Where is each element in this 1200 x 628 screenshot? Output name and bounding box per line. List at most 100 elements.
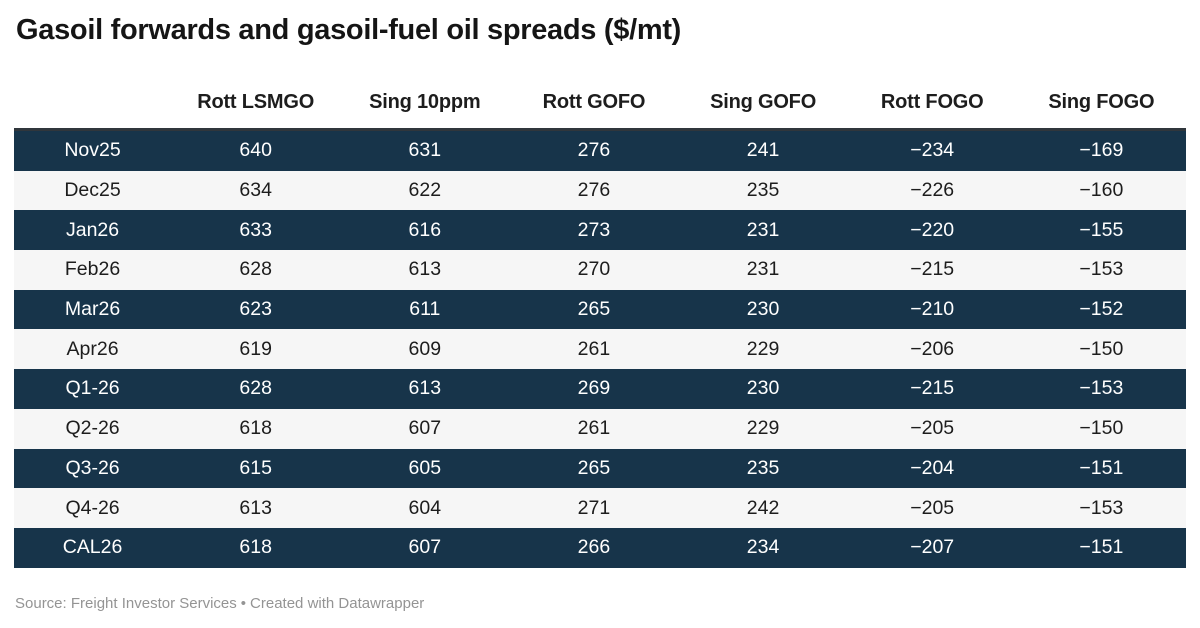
column-header-rott-lsmgo: Rott LSMGO [197,91,315,113]
cell-cal26-rott-lsmgo: 618 [171,527,341,568]
cell-mar26-rott-gofo: 265 [509,289,679,330]
cell-q1-26-rott-gofo: 269 [509,369,679,409]
table-header: Rott LSMGO Sing 10ppm Rott GOFO Sing GOFO Ro… [14,48,1186,130]
cell-q1-26-rott-lsmgo: 628 [171,369,341,409]
cell-feb26-rott-fogo: −215 [847,250,1017,290]
row-label: CAL26 [14,527,172,568]
cell-q3-26-sing-10ppm: 605 [340,448,510,489]
table-row-q4-26: Q4-26 613 604 271 242 −205 −153 [14,488,1186,528]
table-body: Nov25 640 631 276 241 −234 −169 Dec25 634 622 276 2… [14,129,1186,568]
cell-q3-26-sing-fogo: −151 [1016,448,1186,489]
cell-q4-26-sing-fogo: −153 [1016,488,1186,528]
cell-q3-26-rott-fogo: −204 [847,448,1017,489]
cell-apr26-rott-lsmgo: 619 [171,329,341,370]
row-label: Q1-26 [14,369,172,409]
column-header-rott-fogo: Rott FOGO [880,91,984,113]
table-row-cal26: CAL26 618 607 266 234 −207 −151 [14,527,1186,568]
table-row-mar26: Mar26 623 611 265 230 −210 −152 [14,289,1186,330]
cell-feb26-sing-10ppm: 613 [340,250,510,290]
datawrapper-credit[interactable]: Created with Datawrapper [250,594,425,612]
cell-q2-26-sing-gofo: 229 [678,408,848,449]
cell-nov25-sing-gofo: 241 [678,129,848,171]
cell-mar26-sing-fogo: −152 [1016,289,1186,330]
table-row-q3-26: Q3-26 615 605 265 235 −204 −151 [14,448,1186,489]
cell-apr26-sing-10ppm: 609 [340,329,510,370]
cell-q1-26-sing-10ppm: 613 [340,369,510,409]
cell-nov25-rott-fogo: −234 [847,129,1017,171]
cell-mar26-sing-gofo: 230 [678,289,848,330]
column-header-rott-gofo: Rott GOFO [542,91,646,113]
cell-q1-26-rott-fogo: −215 [847,369,1017,409]
cell-jan26-rott-lsmgo: 633 [171,210,341,251]
cell-dec25-sing-fogo: −160 [1016,170,1186,211]
forwards-table: Rott LSMGO Sing 10ppm Rott GOFO Sing GOFO Ro… [14,48,1186,568]
cell-mar26-sing-10ppm: 611 [340,289,510,330]
cell-q3-26-rott-lsmgo: 615 [171,448,341,489]
row-label: Q3-26 [14,448,172,489]
cell-dec25-rott-gofo: 276 [509,170,679,211]
row-label: Q4-26 [14,488,172,528]
source-text: Source: Freight Investor Services [15,594,237,612]
cell-mar26-rott-lsmgo: 623 [171,289,341,330]
cell-q3-26-sing-gofo: 235 [678,448,848,489]
row-label: Apr26 [14,329,172,370]
cell-jan26-sing-10ppm: 616 [340,210,510,251]
cell-dec25-sing-10ppm: 622 [340,170,510,211]
cell-dec25-rott-lsmgo: 634 [171,170,341,211]
table-row-q2-26: Q2-26 618 607 261 229 −205 −150 [14,408,1186,449]
cell-q2-26-sing-10ppm: 607 [340,408,510,449]
cell-q2-26-rott-gofo: 261 [509,408,679,449]
cell-cal26-sing-10ppm: 607 [340,527,510,568]
row-label: Q2-26 [14,408,172,449]
cell-q4-26-sing-10ppm: 604 [340,488,510,528]
cell-q4-26-rott-lsmgo: 613 [171,488,341,528]
cell-q1-26-sing-gofo: 230 [678,369,848,409]
column-header-sing-gofo: Sing GOFO [710,91,817,113]
cell-nov25-sing-10ppm: 631 [340,129,510,171]
cell-feb26-rott-gofo: 270 [509,250,679,290]
cell-q2-26-sing-fogo: −150 [1016,408,1186,449]
row-label: Feb26 [14,250,172,290]
header-row: Rott LSMGO Sing 10ppm Rott GOFO Sing GOFO Ro… [14,48,1186,130]
column-header-sing-fogo: Sing FOGO [1048,91,1155,113]
table-row-q1-26: Q1-26 628 613 269 230 −215 −153 [14,369,1186,409]
cell-nov25-rott-lsmgo: 640 [171,129,341,171]
cell-apr26-rott-gofo: 261 [509,329,679,370]
cell-feb26-sing-fogo: −153 [1016,250,1186,290]
cell-dec25-rott-fogo: −226 [847,170,1017,211]
cell-apr26-sing-gofo: 229 [678,329,848,370]
cell-cal26-rott-gofo: 266 [509,527,679,568]
table-row-jan26: Jan26 633 616 273 231 −220 −155 [14,210,1186,251]
cell-q4-26-rott-gofo: 271 [509,488,679,528]
column-header-blank [14,48,171,130]
cell-jan26-rott-gofo: 273 [509,210,679,251]
row-label: Nov25 [14,129,172,171]
column-header-sing-10ppm: Sing 10ppm [369,91,481,113]
cell-cal26-sing-fogo: −151 [1016,527,1186,568]
row-label: Jan26 [14,210,172,251]
cell-q1-26-sing-fogo: −153 [1016,369,1186,409]
cell-apr26-sing-fogo: −150 [1016,329,1186,370]
cell-cal26-rott-fogo: −207 [847,527,1017,568]
cell-q4-26-sing-gofo: 242 [678,488,848,528]
cell-feb26-rott-lsmgo: 628 [171,250,341,290]
cell-q2-26-rott-lsmgo: 618 [171,408,341,449]
footer-separator: • [240,594,247,612]
cell-feb26-sing-gofo: 231 [678,250,848,290]
row-label: Dec25 [14,170,172,211]
chart-title: Gasoil forwards and gasoil-fuel oil spre… [16,14,682,46]
cell-q3-26-rott-gofo: 265 [509,448,679,489]
cell-jan26-sing-gofo: 231 [678,210,848,251]
cell-nov25-rott-gofo: 276 [509,129,679,171]
cell-q4-26-rott-fogo: −205 [847,488,1017,528]
table-row-nov25: Nov25 640 631 276 241 −234 −169 [14,129,1186,171]
cell-cal26-sing-gofo: 234 [678,527,848,568]
row-label: Mar26 [14,289,172,330]
cell-apr26-rott-fogo: −206 [847,329,1017,370]
table-row-dec25: Dec25 634 622 276 235 −226 −160 [14,170,1186,211]
footer: Source: Freight Investor Services • Create… [15,594,1186,613]
cell-jan26-sing-fogo: −155 [1016,210,1186,251]
cell-dec25-sing-gofo: 235 [678,170,848,211]
cell-nov25-sing-fogo: −169 [1016,129,1186,171]
cell-mar26-rott-fogo: −210 [847,289,1017,330]
